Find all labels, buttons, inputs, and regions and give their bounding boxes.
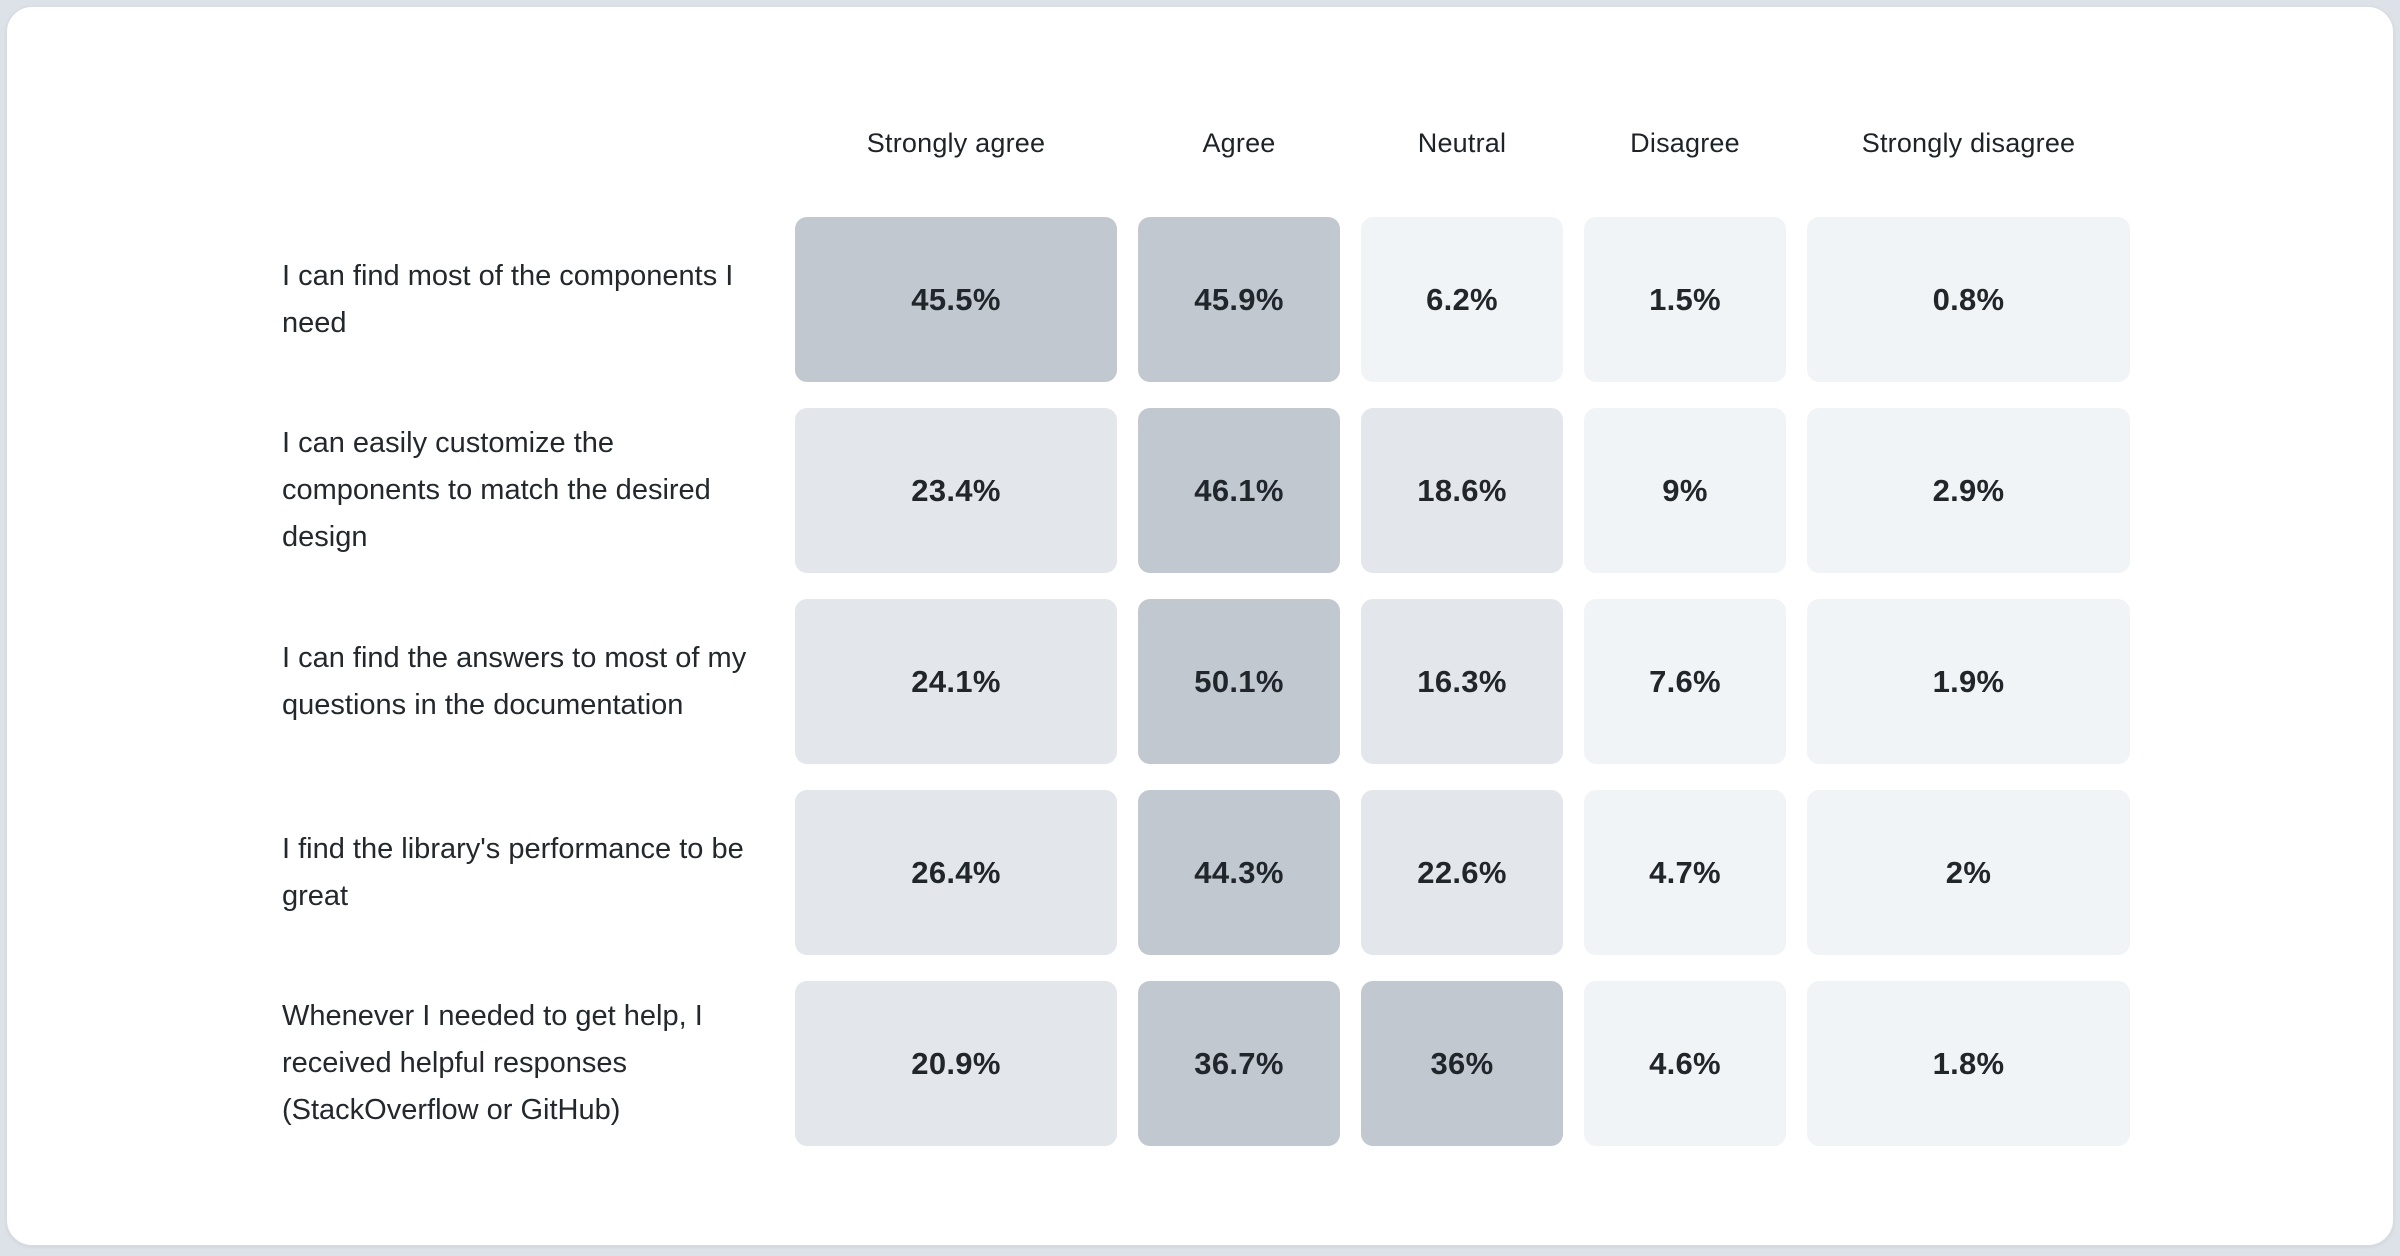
heatmap-cell: 50.1% [1138, 599, 1340, 764]
heatmap-cell: 45.5% [795, 217, 1117, 382]
heatmap-cell: 18.6% [1361, 408, 1563, 573]
heatmap-cell: 22.6% [1361, 790, 1563, 955]
heatmap-cell: 1.8% [1807, 981, 2130, 1146]
heatmap-cell: 36.7% [1138, 981, 1340, 1146]
row-label: I can easily customize the components to… [282, 427, 711, 553]
heatmap-cell: 24.1% [795, 599, 1117, 764]
heatmap-cell: 2% [1807, 790, 2130, 955]
heatmap-corner-spacer [282, 96, 774, 191]
heatmap-cell: 45.9% [1138, 217, 1340, 382]
row-label: Whenever I needed to get help, I receive… [282, 1000, 703, 1126]
survey-results-card: Strongly agree Agree Neutral Disagree St… [6, 6, 2394, 1246]
heatmap-cell: 16.3% [1361, 599, 1563, 764]
heatmap-cell: 7.6% [1584, 599, 1786, 764]
heatmap-cell: 1.5% [1584, 217, 1786, 382]
heatmap-cell: 4.7% [1584, 790, 1786, 955]
survey-heatmap: Strongly agree Agree Neutral Disagree St… [282, 96, 2130, 1146]
heatmap-cell: 23.4% [795, 408, 1117, 573]
column-header-strongly-agree: Strongly agree [866, 128, 1046, 158]
column-header-agree: Agree [1202, 128, 1276, 158]
heatmap-cell: 26.4% [795, 790, 1117, 955]
row-label: I can find the answers to most of my que… [282, 641, 747, 721]
heatmap-cell: 20.9% [795, 981, 1117, 1146]
heatmap-cell: 6.2% [1361, 217, 1563, 382]
heatmap-cell: 46.1% [1138, 408, 1340, 573]
heatmap-cell: 0.8% [1807, 217, 2130, 382]
heatmap-cell: 4.6% [1584, 981, 1786, 1146]
column-header-disagree: Disagree [1630, 128, 1740, 158]
column-header-strongly-disagree: Strongly disagree [1861, 128, 2076, 158]
column-header-neutral: Neutral [1417, 128, 1507, 158]
heatmap-cell: 36% [1361, 981, 1563, 1146]
heatmap-cell: 9% [1584, 408, 1786, 573]
row-label: I can find most of the components I need [282, 259, 734, 339]
heatmap-cell: 2.9% [1807, 408, 2130, 573]
row-label: I find the library's performance to be g… [282, 832, 744, 912]
heatmap-cell: 1.9% [1807, 599, 2130, 764]
heatmap-cell: 44.3% [1138, 790, 1340, 955]
